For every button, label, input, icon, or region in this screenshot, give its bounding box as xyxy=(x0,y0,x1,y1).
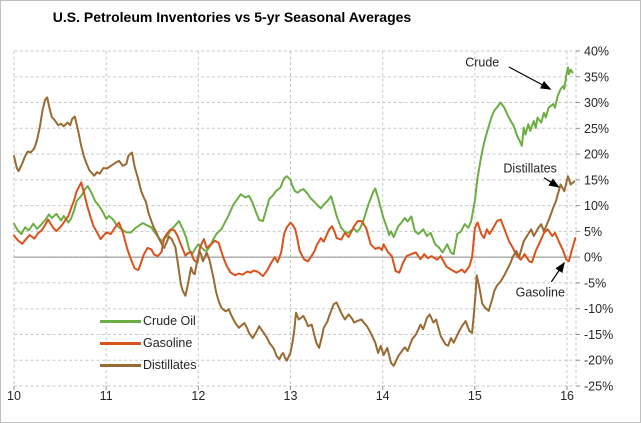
annotation-label-distillates: Distillates xyxy=(503,161,557,175)
distillates-line-swatch xyxy=(100,363,141,367)
annotation-label-crude: Crude xyxy=(465,55,499,69)
y-tick-label: -5% xyxy=(584,276,606,290)
legend-item-crude-oil: Crude Oil xyxy=(100,310,197,332)
x-tick-label: 15 xyxy=(468,389,482,403)
legend-item-distillates: Distillates xyxy=(100,354,197,376)
x-tick-label: 12 xyxy=(191,389,205,403)
y-tick-label: 15% xyxy=(584,173,609,187)
x-tick-label: 13 xyxy=(284,389,298,403)
chart-title: U.S. Petroleum Inventories vs 5-yr Seaso… xyxy=(52,9,412,25)
annotation-arrow-crude xyxy=(508,66,552,90)
y-tick-label: 30% xyxy=(584,96,609,110)
gasoline-line-swatch xyxy=(100,341,141,345)
y-tick-label: -10% xyxy=(584,302,613,316)
y-tick-label: 20% xyxy=(584,148,609,162)
y-tick-label: 0% xyxy=(584,251,602,265)
y-tick-label: -25% xyxy=(584,380,613,394)
annotation-arrow-distillates xyxy=(543,177,560,188)
legend-item-gasoline: Gasoline xyxy=(100,332,197,354)
series-line-crude-oil xyxy=(13,66,574,256)
annotation-label-gasoline: Gasoline xyxy=(516,286,565,300)
series-line-distillates xyxy=(13,96,576,367)
crude-oil-line-swatch xyxy=(100,319,141,323)
y-tick-label: -15% xyxy=(584,328,613,342)
x-tick-label: 16 xyxy=(560,389,574,403)
annotation-arrow-gasoline xyxy=(550,261,565,283)
y-tick-label: 35% xyxy=(584,70,609,84)
y-tick-label: 10% xyxy=(584,199,609,213)
series-line-gasoline xyxy=(13,181,577,278)
legend-label-gasoline: Gasoline xyxy=(143,336,193,350)
y-tick-label: 5% xyxy=(584,225,602,239)
legend-label-crude-oil: Crude Oil xyxy=(143,314,196,328)
legend-label-distillates: Distillates xyxy=(143,358,197,372)
y-tick-label: 40% xyxy=(584,45,609,59)
x-tick-label: 14 xyxy=(376,389,390,403)
y-tick-label: 25% xyxy=(584,122,609,136)
x-tick-label: 10 xyxy=(7,389,21,403)
x-tick-label: 11 xyxy=(100,389,113,403)
chart-legend: Crude Oil Gasoline Distillates xyxy=(100,310,197,376)
y-tick-label: -20% xyxy=(584,354,613,368)
